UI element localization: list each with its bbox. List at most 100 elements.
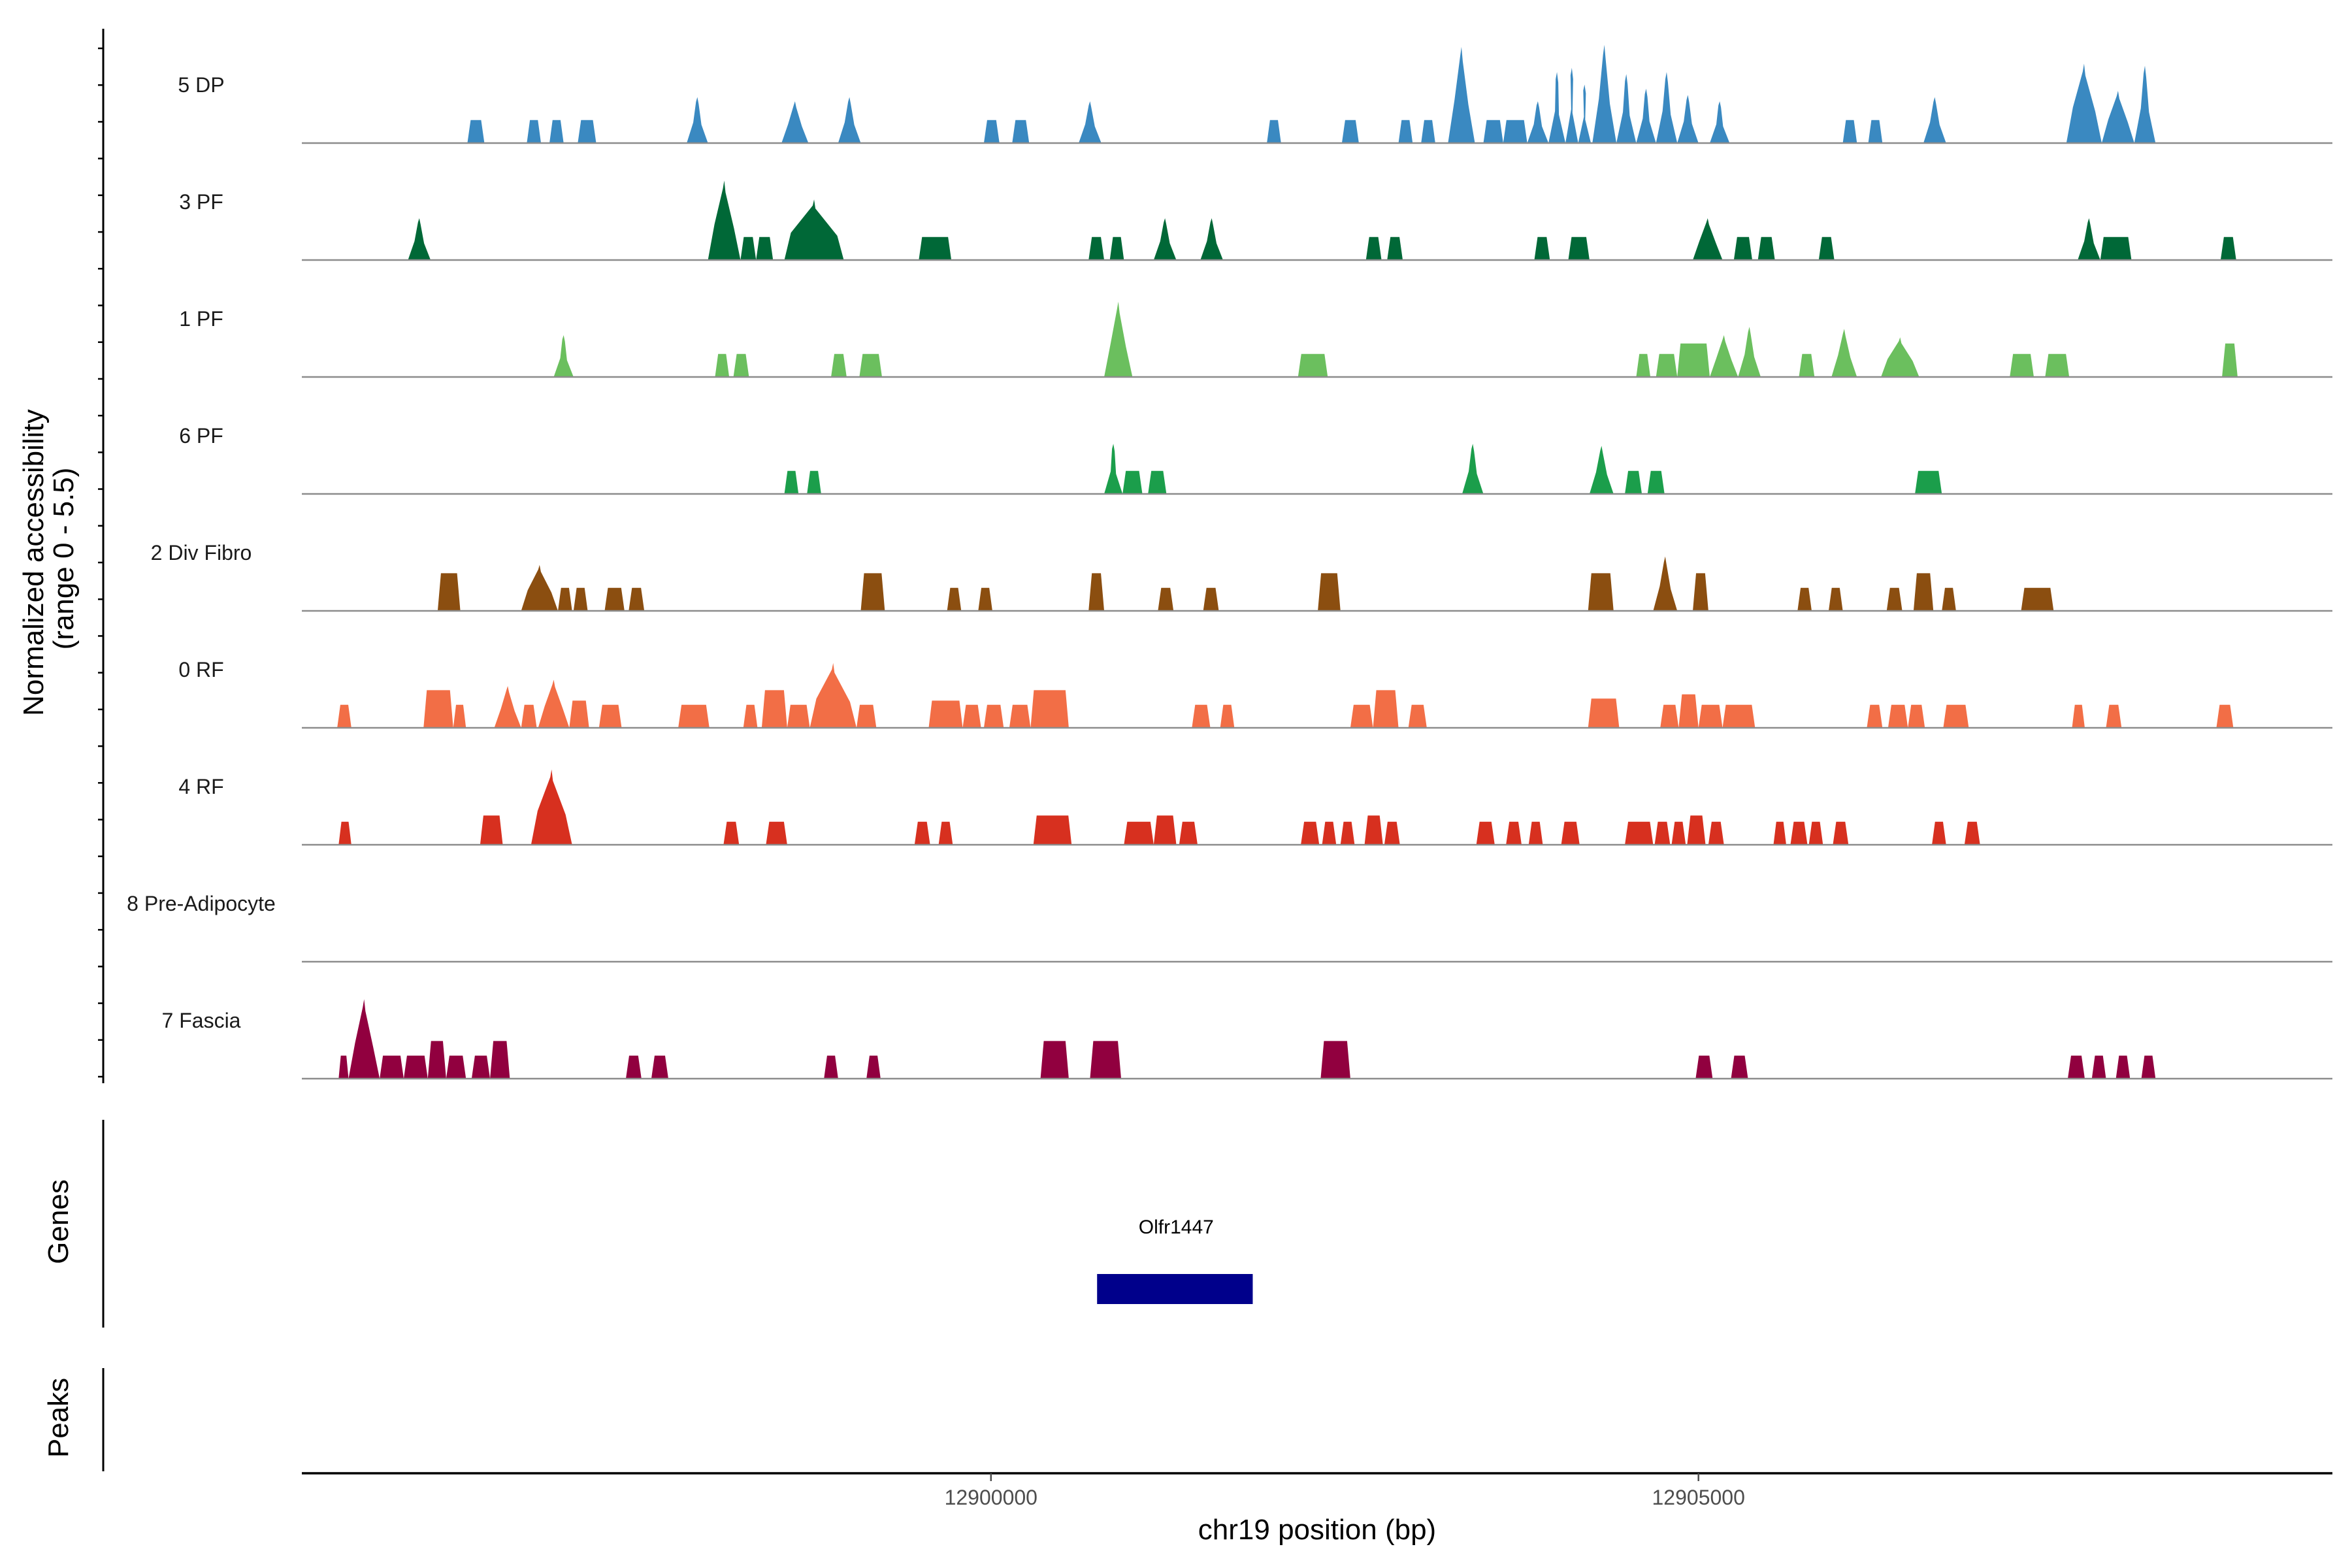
peak-bar — [2115, 1055, 2131, 1079]
track-label: 7 Fascia — [162, 1009, 241, 1032]
peak-bar — [928, 700, 963, 728]
peak-bar — [1298, 353, 1328, 377]
peak-bar — [1200, 218, 1223, 260]
genes-panel-title: Genes — [42, 1179, 74, 1264]
peak-bar — [1868, 120, 1883, 143]
peak-bar — [1923, 97, 1946, 143]
peak-bar — [1886, 587, 1903, 611]
peak-bar — [490, 1041, 510, 1079]
x-tick-label: 12900000 — [945, 1486, 1037, 1509]
peak-bar — [337, 704, 351, 728]
peak-bar — [1153, 218, 1177, 260]
peak-bar — [1153, 815, 1177, 845]
peaks-panel-title: Peaks — [42, 1378, 74, 1458]
peak-bar — [527, 120, 542, 143]
peak-bar — [1506, 821, 1522, 845]
peak-bar — [1942, 587, 1956, 611]
gene-body — [1097, 1274, 1253, 1304]
peak-bar — [784, 199, 844, 260]
peak-bar — [723, 821, 740, 845]
peak-bar — [831, 353, 847, 377]
peak-bar — [1731, 1055, 1748, 1079]
peak-bar — [1698, 704, 1723, 728]
peak-bar — [1656, 72, 1678, 143]
peak-bar — [2091, 1055, 2106, 1079]
peak-bar — [983, 704, 1004, 728]
peak-bar — [1079, 101, 1102, 143]
peak-bar — [1625, 821, 1654, 845]
peak-bar — [983, 120, 1000, 143]
plot-layer: 5 DP 3 PF 1 PF 6 PF 2 Div Fibro 0 RF 4 RF 8 Pre… — [98, 29, 2332, 1509]
peak-bar — [678, 704, 710, 728]
peak-bar — [743, 704, 758, 728]
peak-bar — [1710, 335, 1739, 377]
peak-bar — [1122, 470, 1143, 494]
peak-bar — [1033, 815, 1072, 845]
peak-bar — [1408, 704, 1427, 728]
peak-bar — [824, 1055, 838, 1079]
peak-bar — [1833, 821, 1849, 845]
track-label: 2 Div Fibro — [151, 541, 252, 564]
track-label: 3 PF — [179, 190, 223, 214]
x-tick-label: 12905000 — [1652, 1486, 1745, 1509]
peak-bar — [2106, 704, 2122, 728]
peak-bar — [1636, 88, 1656, 143]
peak-bar — [1384, 821, 1400, 845]
peak-bar — [756, 237, 774, 260]
peak-bar — [1364, 815, 1383, 845]
track-0-rf: 0 RF — [178, 658, 2332, 729]
peak-bar — [787, 704, 810, 728]
peak-bar — [807, 470, 821, 494]
track-7-fascia: 7 Fascia — [162, 999, 2332, 1080]
track-label: 4 RF — [178, 775, 223, 798]
peak-bar — [1561, 821, 1580, 845]
peak-bar — [629, 587, 645, 611]
track-8-pre-adipocyte: 8 Pre-Adipocyte — [127, 892, 2332, 963]
peak-bar — [687, 97, 708, 143]
peak-bar — [2045, 353, 2070, 377]
peak-bar — [453, 704, 466, 728]
peak-bar — [338, 821, 351, 845]
peak-bar — [1350, 704, 1373, 728]
peak-bar — [1320, 1041, 1350, 1079]
peak-bar — [1301, 821, 1320, 845]
peak-bar — [1340, 821, 1355, 845]
peak-bar — [1009, 704, 1031, 728]
track-label: 6 PF — [179, 424, 223, 448]
peak-bar — [1913, 573, 1934, 611]
peak-bar — [437, 573, 461, 611]
peak-bar — [1088, 573, 1105, 611]
peak-bar — [380, 1055, 404, 1079]
y-axis-title: Normalized accessibility (range 0 - 5.5) — [18, 401, 80, 716]
peak-bar — [604, 587, 625, 611]
peak-bar — [1757, 237, 1775, 260]
peak-bar — [1677, 343, 1710, 377]
peak-bar — [2216, 704, 2234, 728]
peak-bar — [733, 353, 749, 377]
peak-bar — [1671, 821, 1686, 845]
track-4-rf: 4 RF — [178, 769, 2332, 846]
peak-bar — [423, 690, 453, 728]
peak-bar — [2134, 65, 2156, 143]
track-label: 0 RF — [178, 658, 223, 681]
y-axis-title-line1: Normalized accessibility — [18, 409, 50, 715]
peak-bar — [480, 815, 503, 845]
peak-bar — [1908, 704, 1925, 728]
peak-bar — [1943, 704, 1969, 728]
peak-bar — [715, 353, 730, 377]
peak-bar — [2072, 704, 2085, 728]
peak-bar — [781, 101, 809, 143]
peak-bar — [708, 180, 741, 260]
peak-bar — [1373, 690, 1399, 728]
peak-bar — [1565, 67, 1578, 143]
peak-bar — [1578, 84, 1592, 143]
peak-bar — [914, 821, 930, 845]
peak-bar — [766, 821, 787, 845]
peak-bar — [962, 704, 981, 728]
peak-bar — [1421, 120, 1435, 143]
peak-bar — [866, 1055, 881, 1079]
peak-bar — [2141, 1055, 2156, 1079]
peak-bar — [1808, 821, 1823, 845]
peak-bar — [1842, 120, 1857, 143]
